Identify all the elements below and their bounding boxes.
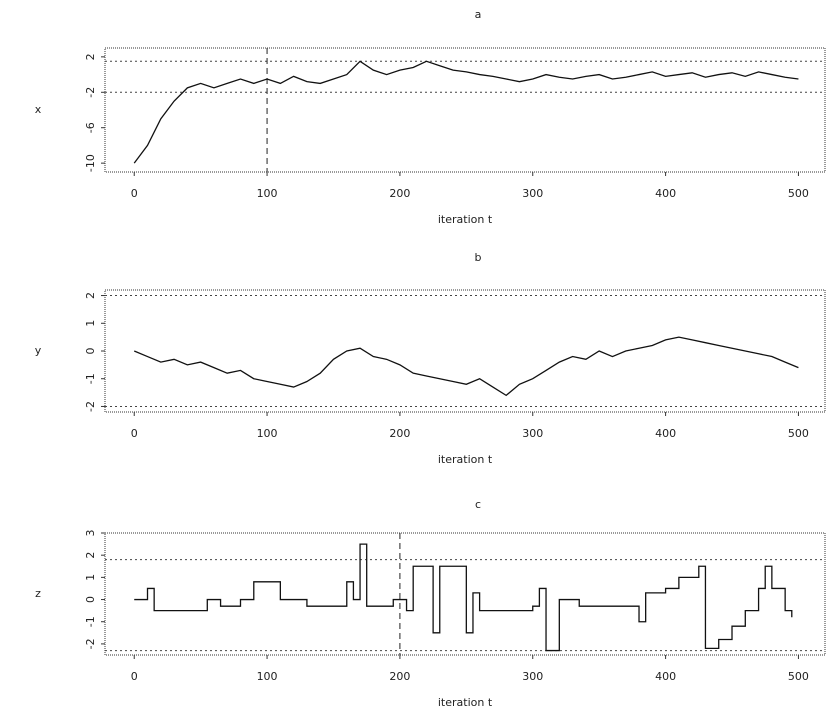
y-tick-label: -2	[84, 401, 97, 412]
trace-line	[134, 337, 798, 395]
y-axis-label: x	[35, 103, 42, 116]
y-tick-label: 0	[84, 596, 97, 603]
panel-title: b	[475, 251, 482, 264]
y-tick-label: -10	[84, 154, 97, 172]
y-tick-label: -1	[84, 616, 97, 627]
x-tick-label: 0	[131, 670, 138, 683]
x-axis-label: iteration t	[438, 213, 493, 226]
plot-frame	[105, 533, 825, 655]
y-tick-label: 0	[84, 348, 97, 355]
y-tick-label: -2	[84, 87, 97, 98]
plot-frame	[105, 290, 825, 412]
x-tick-label: 200	[389, 670, 410, 683]
x-tick-label: 200	[389, 187, 410, 200]
plot-frame	[105, 48, 825, 172]
x-tick-label: 200	[389, 427, 410, 440]
y-tick-label: 1	[84, 320, 97, 327]
y-tick-label: -6	[84, 122, 97, 133]
trace-line	[134, 544, 792, 650]
x-tick-label: 100	[257, 187, 278, 200]
x-axis-label: iteration t	[438, 696, 493, 708]
x-tick-label: 500	[788, 427, 809, 440]
y-tick-label: -2	[84, 638, 97, 649]
x-tick-label: 400	[655, 187, 676, 200]
y-tick-label: 2	[84, 53, 97, 60]
panel-title: c	[475, 498, 481, 511]
y-tick-label: 2	[84, 292, 97, 299]
x-tick-label: 0	[131, 427, 138, 440]
x-tick-label: 500	[788, 187, 809, 200]
x-tick-label: 100	[257, 427, 278, 440]
x-tick-label: 400	[655, 427, 676, 440]
x-tick-label: 400	[655, 670, 676, 683]
x-axis-label: iteration t	[438, 453, 493, 466]
x-tick-label: 0	[131, 187, 138, 200]
y-tick-label: 2	[84, 552, 97, 559]
trace-line	[134, 61, 798, 163]
x-tick-label: 300	[522, 187, 543, 200]
y-tick-label: 3	[84, 530, 97, 537]
x-tick-label: 300	[522, 427, 543, 440]
panel-title: a	[475, 8, 482, 21]
y-axis-label: y	[35, 344, 42, 357]
x-tick-label: 500	[788, 670, 809, 683]
y-tick-label: 1	[84, 574, 97, 581]
x-tick-label: 100	[257, 670, 278, 683]
figure: a0100200300400500-10-6-22iteration txb01…	[0, 0, 826, 708]
x-tick-label: 300	[522, 670, 543, 683]
y-tick-label: -1	[84, 373, 97, 384]
y-axis-label: z	[35, 587, 41, 600]
